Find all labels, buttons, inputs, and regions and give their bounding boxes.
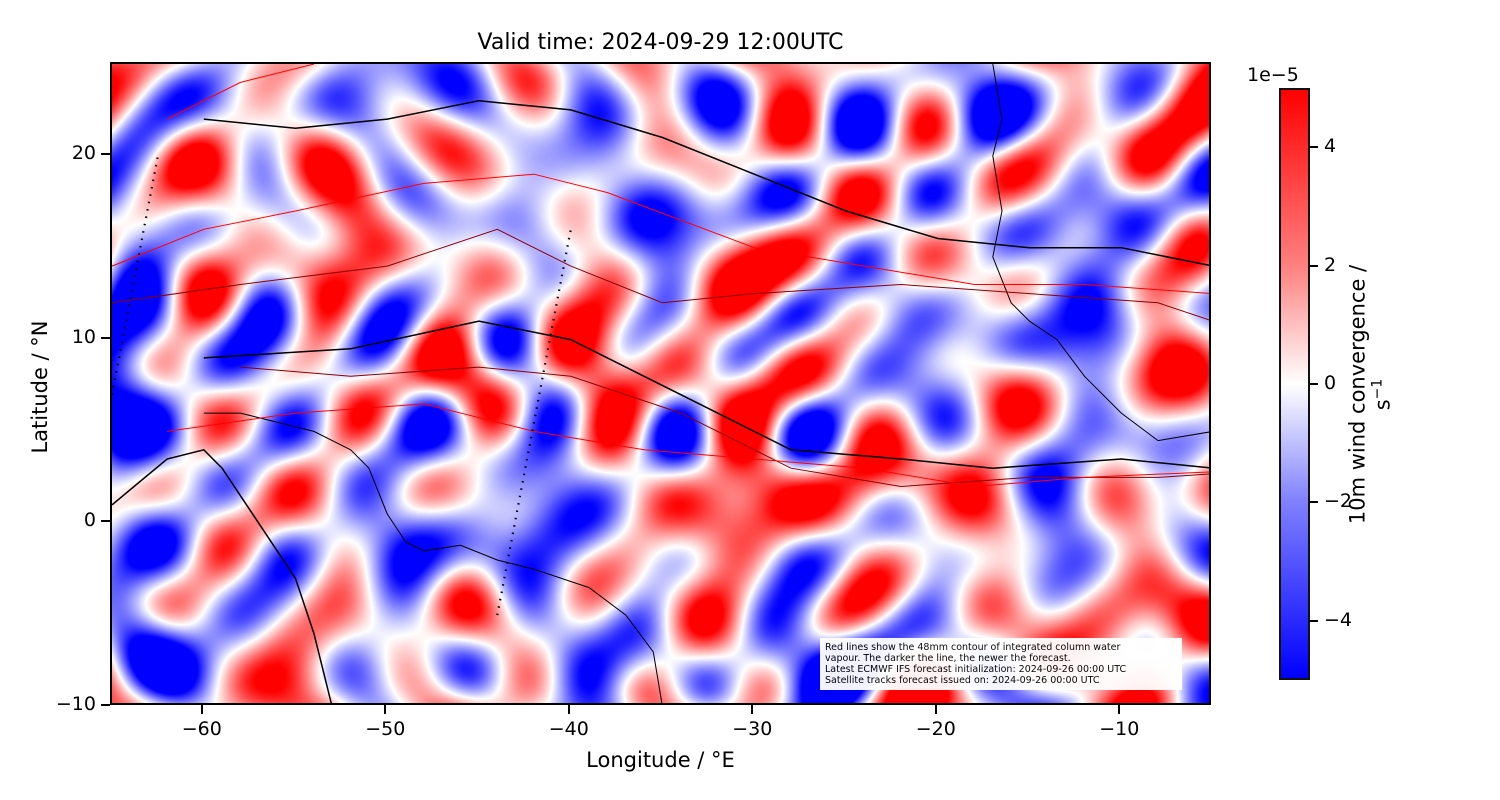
annotation-box: Red lines show the 48mm contour of integ…: [820, 638, 1182, 690]
x-tick-label: −60: [181, 718, 222, 740]
colorbar-tick-mark: [1310, 264, 1318, 267]
contour: [240, 366, 1209, 488]
y-tick-mark: [101, 520, 110, 523]
x-tick-label: −30: [732, 718, 773, 740]
colorbar-tick-label: −4: [1324, 608, 1353, 631]
y-tick-label: 10: [71, 325, 96, 348]
coastline: [992, 64, 1209, 442]
x-tick-mark: [934, 705, 937, 714]
y-tick-label: 0: [83, 509, 96, 532]
contour-newest: [203, 99, 1209, 267]
y-tick-mark: [101, 704, 110, 706]
annotation-line: Latest ECMWF IFS forecast initialization…: [825, 664, 1127, 675]
contour: [166, 64, 315, 120]
colorbar-tick-label: 4: [1324, 135, 1337, 158]
plot-title: Valid time: 2024-09-29 12:00UTC: [477, 30, 844, 55]
annotation-line: vapour. The darker the line, the newer t…: [825, 653, 1071, 664]
colorbar-tick-label: −2: [1324, 490, 1353, 513]
x-tick-mark: [751, 705, 754, 714]
satellite-track: [112, 155, 159, 395]
contour: [112, 228, 1209, 321]
y-tick-label: −10: [55, 693, 96, 715]
map-plot-area: [110, 62, 1211, 705]
colorbar-tick-label: 2: [1324, 253, 1337, 276]
colorbar-tick-mark: [1310, 383, 1318, 385]
colorbar-label-exponent: −1: [1369, 378, 1386, 400]
coastline: [112, 448, 332, 703]
y-axis-label: Latitude / °N: [28, 320, 52, 454]
x-tick-mark: [384, 705, 387, 714]
colorbar-tick-mark: [1310, 619, 1318, 622]
y-tick-mark: [101, 336, 110, 339]
map-overlay: [112, 64, 1209, 703]
x-tick-label: −40: [548, 718, 589, 740]
x-tick-mark: [200, 705, 203, 714]
x-tick-mark: [567, 705, 570, 714]
colorbar-tick-mark: [1310, 501, 1318, 504]
y-tick-label: 20: [71, 141, 96, 164]
x-tick-label: −50: [365, 718, 406, 740]
satellite-track: [496, 229, 572, 616]
colorbar-scale-label: 1e−5: [1247, 64, 1299, 86]
colorbar: [1279, 88, 1310, 680]
annotation-line: Satellite tracks forecast issued on: 202…: [825, 675, 1100, 686]
x-tick-label: −10: [1099, 718, 1140, 740]
annotation-line: Red lines show the 48mm contour of integ…: [825, 642, 1121, 653]
colorbar-tick-label: 0: [1324, 372, 1337, 394]
y-tick-mark: [101, 152, 110, 155]
x-tick-label: −20: [915, 718, 956, 740]
contour: [112, 173, 1209, 294]
colorbar-label: 10m wind convergence / s−1: [1346, 255, 1395, 535]
coastline: [203, 412, 663, 703]
colorbar-tick-mark: [1310, 146, 1318, 149]
x-tick-mark: [1118, 705, 1121, 714]
convergence-field: [112, 64, 1209, 703]
x-axis-label: Longitude / °E: [586, 748, 735, 772]
contour-newest: [203, 320, 1209, 469]
contour: [167, 403, 1209, 488]
